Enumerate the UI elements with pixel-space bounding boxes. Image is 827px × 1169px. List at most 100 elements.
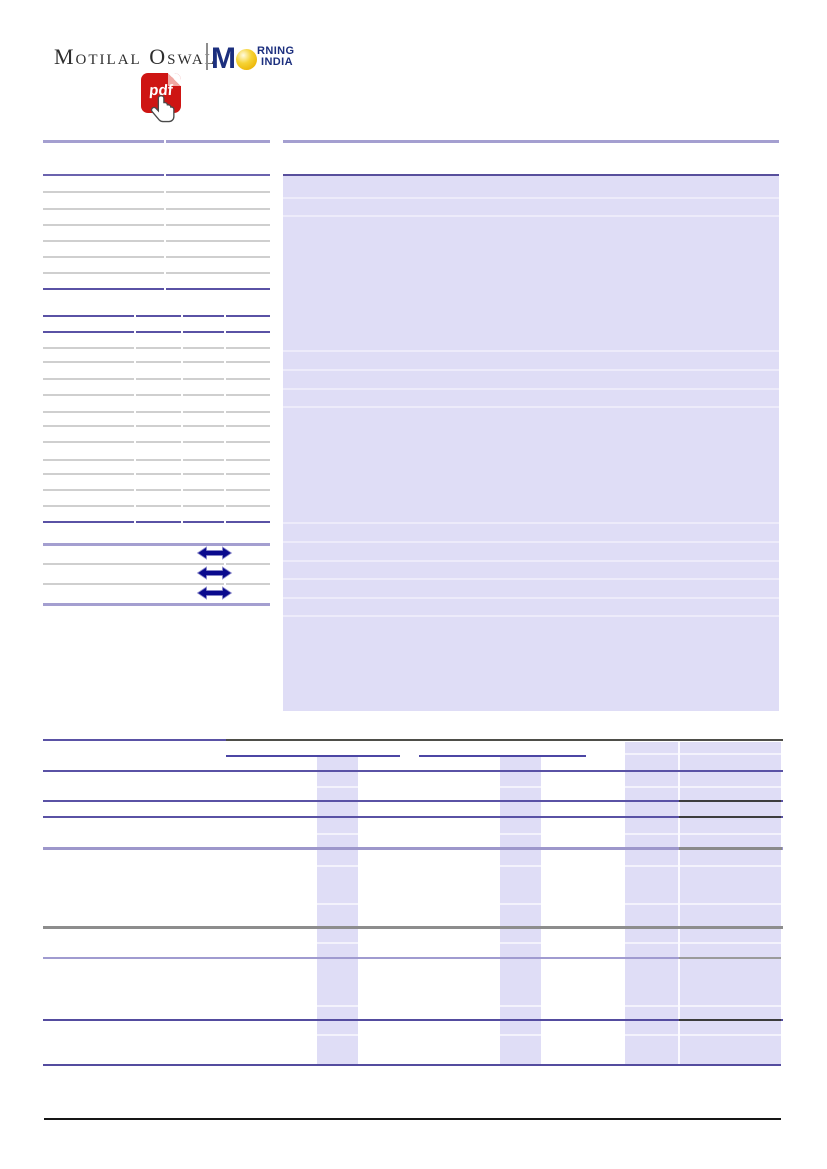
sidebar-rule-light [43,191,270,193]
table-grid-line [43,800,783,802]
row-separator [283,406,779,408]
group-header-underline [419,755,586,757]
sidebar-rule-light [43,459,270,461]
band-row-separator [500,833,541,835]
row-separator [283,197,779,199]
band-row-separator [625,1034,781,1036]
sidebar-rule-header [43,521,270,523]
band-row-separator [317,1034,358,1036]
row-separator [283,578,779,580]
sidebar-rule-light [43,441,270,443]
contents-box [283,174,779,711]
band-row-separator [317,942,358,944]
sidebar-rule-light [43,240,270,242]
band-row-separator [317,865,358,867]
row-separator [283,369,779,371]
band-row-separator [625,786,781,788]
brand-wordmark: Motilal Oswal [54,44,216,69]
band-row-separator [625,865,781,867]
column-gap [224,313,226,525]
panel-top-rule [283,140,779,143]
table-grid-line [679,847,782,850]
morning-logo-top: RNING [257,45,295,57]
sidebar-rule-light [43,208,270,210]
table-grid-line [43,816,783,818]
column-gap [134,313,136,525]
row-separator [283,388,779,390]
band-row-separator [625,753,781,755]
table-grid-line [43,847,783,850]
group-header-underline [226,755,400,757]
sidebar-rule-light [43,224,270,226]
sidebar-rule-heavy [43,140,270,143]
sidebar-rule-light [43,347,270,349]
table-grid-line [43,1019,783,1021]
band-row-separator [500,786,541,788]
table-grid-line [43,739,226,741]
column-gap [181,313,183,525]
sun-icon [236,49,257,70]
table-grid-line [226,739,783,741]
table-grid-line [679,816,781,818]
sidebar-rule-light [43,489,270,491]
band-row-separator [500,865,541,867]
sidebar-rule-header [43,315,270,317]
band-row-separator [625,942,781,944]
band-row-separator [317,903,358,905]
table-grid-line [43,926,783,929]
column-gap [224,558,226,602]
table-bottom-rule [43,1064,781,1066]
pdf-file-icon[interactable]: pdf [141,73,181,113]
band-row-separator [500,1005,541,1007]
row-separator [283,597,779,599]
table-grid-line [43,770,783,772]
sidebar-rule-light [43,505,270,507]
band-row-separator [625,833,781,835]
row-separator [283,560,779,562]
table-grid-line [679,957,781,959]
footer-rule [44,1118,781,1120]
band-row-separator [500,1034,541,1036]
row-separator [283,541,779,543]
hand-cursor-icon [150,95,175,123]
column-gap [164,138,166,292]
row-separator [283,615,779,617]
table-column-band [500,756,541,1065]
left-right-arrow-icon [196,546,233,560]
sidebar-rule-header [43,331,270,333]
row-separator [283,350,779,352]
row-separator [283,215,779,217]
sidebar-rule-light [43,272,270,274]
sidebar-rule-light [43,256,270,258]
page-fold [168,73,181,86]
sidebar-rule-light [43,378,270,380]
band-row-separator [317,786,358,788]
sidebar-rule-light [43,473,270,475]
band-row-separator [625,1005,781,1007]
sidebar-rule-header [43,288,270,290]
sidebar-rule-light [43,583,270,585]
table-grid-line [43,957,781,959]
sidebar-rule-header [43,174,270,176]
morning-logo-bottom: INDIA [261,56,293,68]
table-grid-line [679,800,781,802]
sidebar-rule-heavy [43,543,270,546]
band-row-separator [625,903,781,905]
table-grid-line [679,1019,781,1021]
sidebar-rule-light [43,425,270,427]
morning-logo-m: M [211,42,236,75]
sidebar-rule-light [43,563,270,565]
band-row-separator [317,833,358,835]
sidebar-rule-heavy [43,603,270,606]
sidebar-rule-light [43,394,270,396]
sidebar-rule-light [43,411,270,413]
table-column-band [317,756,358,1065]
band-column-separator [678,742,680,1065]
row-separator [283,522,779,524]
band-row-separator [500,942,541,944]
band-row-separator [317,1005,358,1007]
logo-divider [206,43,208,70]
band-row-separator [500,903,541,905]
left-right-arrow-icon [196,586,233,600]
